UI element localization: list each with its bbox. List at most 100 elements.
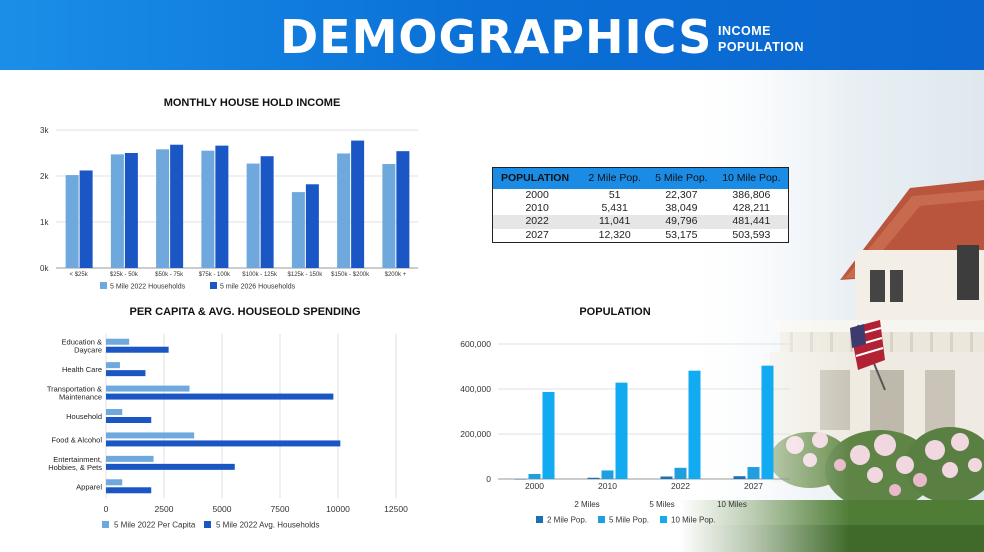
y-tick-label: Apparel	[76, 482, 102, 491]
bar	[124, 153, 138, 268]
bar	[291, 192, 305, 268]
bar	[542, 391, 555, 479]
y-tick-label: 400,000	[460, 384, 491, 394]
y-tick-label: 0	[486, 474, 491, 484]
subtitle-income: INCOME	[718, 24, 771, 38]
y-tick-label: Transportation &	[47, 385, 102, 394]
page-title: DEMOGRAPHICS	[280, 10, 713, 64]
legend-label: 5 Mile 2022 Avg. Households	[216, 521, 319, 530]
table-cell: 2027	[525, 228, 549, 241]
legend-label: 5 Mile 2022 Households	[110, 284, 186, 291]
legend-label: 5 mile 2026 Households	[220, 284, 296, 291]
bar	[601, 470, 614, 479]
bar	[747, 467, 760, 479]
bar	[106, 409, 123, 415]
table-header: POPULATION	[492, 167, 582, 189]
x-tick-label: $75k - 100k	[199, 272, 231, 278]
y-tick-label: 1k	[40, 218, 49, 227]
x-tick-label: $200k +	[385, 272, 407, 278]
bar	[201, 150, 215, 268]
table-cell: 2010	[525, 202, 549, 215]
bar	[688, 370, 701, 479]
x-tick-label: 10000	[326, 504, 350, 514]
y-tick-label: Household	[66, 412, 102, 421]
y-tick-label: Daycare	[74, 346, 102, 355]
table-cell: 11,041	[581, 215, 649, 229]
y-tick-label: 600,000	[460, 339, 491, 349]
bar	[351, 140, 365, 268]
bar	[337, 153, 351, 268]
bar	[106, 370, 146, 377]
y-tick-label: 0k	[40, 264, 49, 273]
table-cell: 481,441	[714, 215, 789, 229]
y-tick-label: Education &	[62, 338, 102, 347]
spending-chart: 0 2500 5000 7500 10000 12500 Education &Daycar…	[47, 334, 408, 530]
legend-swatch	[204, 521, 211, 528]
bar	[615, 382, 628, 479]
house-illustration	[680, 70, 984, 552]
x-tick-label: 5000	[213, 504, 232, 514]
bar	[106, 393, 334, 400]
table-header: 2 Mile Pop.	[581, 167, 649, 189]
x-tick-label: 0	[104, 504, 109, 514]
legend-label: 2 Mile Pop.	[547, 516, 587, 525]
table-cell: 428,211	[732, 202, 770, 215]
x-tick-label: $25k - 50k	[110, 272, 139, 278]
table-row: 2000 51 22,307 386,806	[493, 189, 789, 202]
table-cell: 12,320	[598, 228, 631, 241]
bar	[106, 362, 120, 369]
bar	[106, 455, 154, 462]
subtitle-population: POPULATION	[718, 40, 805, 54]
legend-label: 5 Mile Pop.	[609, 516, 649, 525]
bar	[65, 175, 79, 268]
table-header: 10 Mile Pop.	[714, 167, 789, 189]
bar	[396, 151, 410, 268]
table-cell: 386,806	[732, 188, 771, 201]
population-chart: 0 200,000 400,000 600,000 2000 2010 2022 2027 2 …	[460, 339, 790, 525]
legend-swatch	[102, 521, 109, 528]
x-tick-label: $150k - $200k	[331, 272, 370, 278]
axis-note: 2 Miles	[574, 500, 599, 509]
table-header-row: POPULATION 2 Mile Pop. 5 Mile Pop. 10 Mi…	[492, 167, 789, 189]
table-cell: 2022	[492, 215, 582, 229]
bar	[106, 432, 195, 439]
bar	[106, 440, 341, 447]
bar	[587, 477, 600, 479]
bar	[79, 170, 93, 268]
bar	[382, 164, 396, 268]
y-tick-label: Food & Alcohol	[52, 435, 103, 444]
bar	[106, 479, 123, 486]
x-tick-label: 2027	[744, 481, 763, 491]
bar	[305, 184, 319, 268]
bar	[528, 473, 541, 479]
y-tick-label: 3k	[40, 126, 49, 135]
house-photo	[680, 70, 984, 552]
x-tick-label: $125k - 150k	[288, 272, 324, 278]
axis-note: 5 Miles	[649, 500, 674, 509]
table-cell: 5,431	[601, 202, 628, 215]
x-tick-label: 2500	[155, 504, 174, 514]
legend-label: 10 Mile Pop.	[671, 516, 715, 525]
x-tick-label: 2000	[525, 481, 544, 491]
table-row: 2022 11,041 49,796 481,441	[492, 215, 789, 229]
bar	[106, 385, 190, 392]
table-row: 2027 12,320 53,175 503,593	[493, 229, 789, 243]
bar	[170, 144, 184, 268]
bar	[106, 417, 152, 423]
legend-swatch	[660, 516, 667, 523]
bar	[761, 365, 774, 479]
legend-swatch	[100, 282, 107, 289]
bar	[246, 163, 260, 268]
table-cell: 38,049	[665, 202, 698, 215]
legend-swatch	[210, 282, 217, 289]
header-banner: DEMOGRAPHICS INCOME POPULATION	[0, 0, 984, 70]
x-tick-label: 2010	[598, 481, 617, 491]
y-tick-label: Entertainment,	[53, 455, 102, 464]
bar	[110, 154, 124, 268]
axis-note: 10 Miles	[717, 500, 747, 509]
table-row: 2010 5,431 38,049 428,211	[493, 202, 789, 215]
x-tick-label: 2022	[671, 481, 690, 491]
legend-swatch	[536, 516, 543, 523]
x-tick-label: < $25k	[70, 272, 89, 278]
population-table: POPULATION 2 Mile Pop. 5 Mile Pop. 10 Mi…	[492, 167, 789, 243]
